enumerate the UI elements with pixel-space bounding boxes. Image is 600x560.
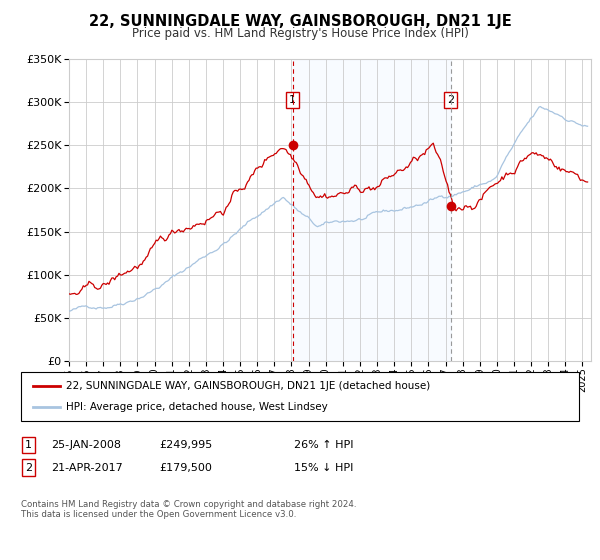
Text: 1: 1 xyxy=(25,440,32,450)
Text: 25-JAN-2008: 25-JAN-2008 xyxy=(51,440,121,450)
Text: 22, SUNNINGDALE WAY, GAINSBOROUGH, DN21 1JE (detached house): 22, SUNNINGDALE WAY, GAINSBOROUGH, DN21 … xyxy=(66,381,430,391)
Text: HPI: Average price, detached house, West Lindsey: HPI: Average price, detached house, West… xyxy=(66,402,328,412)
Text: 22, SUNNINGDALE WAY, GAINSBOROUGH, DN21 1JE: 22, SUNNINGDALE WAY, GAINSBOROUGH, DN21 … xyxy=(89,14,511,29)
Bar xyxy=(293,59,451,361)
Text: 15% ↓ HPI: 15% ↓ HPI xyxy=(294,463,353,473)
Text: Price paid vs. HM Land Registry's House Price Index (HPI): Price paid vs. HM Land Registry's House … xyxy=(131,27,469,40)
Text: 2: 2 xyxy=(447,95,454,105)
Text: 26% ↑ HPI: 26% ↑ HPI xyxy=(294,440,353,450)
Text: Contains HM Land Registry data © Crown copyright and database right 2024.
This d: Contains HM Land Registry data © Crown c… xyxy=(21,500,356,519)
Text: £249,995: £249,995 xyxy=(159,440,212,450)
Text: 2: 2 xyxy=(25,463,32,473)
Text: £179,500: £179,500 xyxy=(159,463,212,473)
Text: 1: 1 xyxy=(289,95,296,105)
Text: 21-APR-2017: 21-APR-2017 xyxy=(51,463,123,473)
